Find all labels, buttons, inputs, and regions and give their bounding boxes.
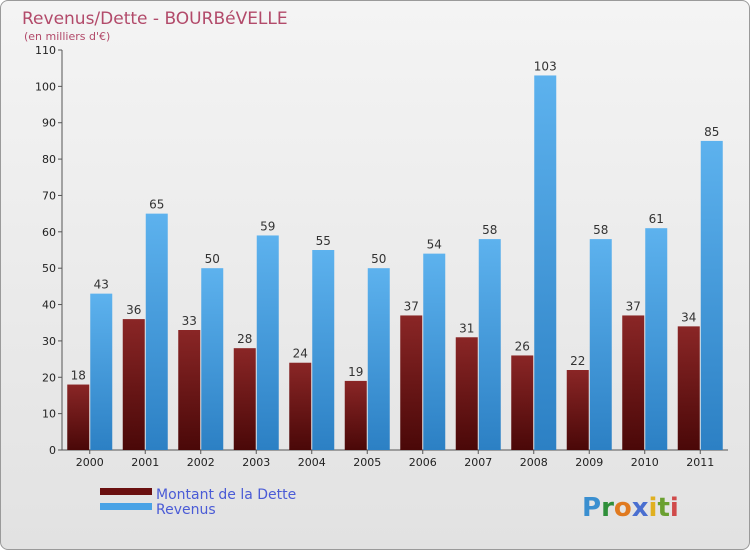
data-label-dette: 36 bbox=[126, 303, 141, 317]
data-label-revenus: 103 bbox=[534, 59, 557, 73]
y-tick-label: 0 bbox=[49, 444, 56, 457]
data-label-dette: 33 bbox=[182, 314, 197, 328]
data-label-dette: 37 bbox=[626, 299, 641, 313]
x-tick-label: 2001 bbox=[131, 456, 159, 469]
y-tick-label: 110 bbox=[35, 44, 56, 57]
chart-title: Revenus/Dette - BOURBéVELLE bbox=[22, 9, 288, 29]
data-label-dette: 18 bbox=[71, 369, 86, 383]
bar-dette bbox=[622, 315, 645, 450]
logo-letter: x bbox=[632, 493, 649, 523]
data-label-revenus: 55 bbox=[316, 234, 331, 248]
bar-revenus bbox=[367, 268, 390, 450]
x-tick-label: 2006 bbox=[409, 456, 437, 469]
data-label-dette: 31 bbox=[459, 321, 474, 335]
logo-letter: t bbox=[657, 493, 669, 523]
bar-revenus bbox=[145, 213, 168, 450]
bar-dette bbox=[344, 380, 367, 450]
data-label-revenus: 59 bbox=[260, 219, 275, 233]
logo-letter: P bbox=[582, 493, 601, 523]
data-label-dette: 19 bbox=[348, 365, 363, 379]
axes: 0 10 20 30 40 50 60 70 80 90 100 110 2000 2001 2002 200… bbox=[35, 44, 728, 469]
proxiti-logo: Proxiti bbox=[582, 493, 679, 523]
bar-dette bbox=[677, 326, 700, 450]
x-tick-label: 2002 bbox=[187, 456, 215, 469]
x-tick-label: 2003 bbox=[242, 456, 270, 469]
bar-dette bbox=[67, 384, 90, 450]
x-tick-label: 2010 bbox=[631, 456, 659, 469]
legend-swatch-dette bbox=[100, 488, 152, 495]
data-label-dette: 26 bbox=[515, 339, 530, 353]
bar-revenus bbox=[478, 239, 501, 450]
y-tick-label: 100 bbox=[35, 80, 56, 93]
y-tick-label: 20 bbox=[42, 371, 56, 384]
x-tick-label: 2005 bbox=[353, 456, 381, 469]
y-tick-label: 90 bbox=[42, 117, 56, 130]
legend-label-dette: Montant de la Dette bbox=[156, 487, 296, 503]
data-label-revenus: 50 bbox=[371, 252, 386, 266]
bar-dette bbox=[400, 315, 423, 450]
y-tick-label: 30 bbox=[42, 335, 56, 348]
bar-dette bbox=[289, 362, 312, 450]
data-label-dette: 22 bbox=[570, 354, 585, 368]
y-tick-label: 40 bbox=[42, 299, 56, 312]
bar-revenus bbox=[534, 75, 557, 451]
bar-revenus bbox=[256, 235, 279, 450]
bar-dette bbox=[511, 355, 534, 450]
bar-dette bbox=[178, 330, 201, 450]
bar-revenus bbox=[201, 268, 224, 450]
data-label-revenus: 54 bbox=[427, 238, 442, 252]
bar-revenus bbox=[312, 250, 335, 450]
legend: Montant de la Dette Revenus bbox=[100, 487, 296, 518]
y-tick-label: 60 bbox=[42, 226, 56, 239]
data-label-revenus: 65 bbox=[149, 198, 164, 212]
logo-letter: i bbox=[670, 493, 679, 523]
bar-dette bbox=[455, 337, 478, 450]
logo-letter: o bbox=[614, 493, 632, 523]
bar-dette bbox=[233, 348, 256, 450]
data-label-dette: 37 bbox=[404, 299, 419, 313]
y-tick-label: 70 bbox=[42, 189, 56, 202]
data-label-revenus: 58 bbox=[482, 223, 497, 237]
data-label-revenus: 58 bbox=[593, 223, 608, 237]
bars bbox=[67, 75, 723, 451]
legend-swatch-revenus bbox=[100, 503, 152, 510]
data-label-revenus: 43 bbox=[94, 278, 109, 292]
x-tick-label: 2008 bbox=[520, 456, 548, 469]
logo-letter: r bbox=[601, 493, 614, 523]
data-label-dette: 28 bbox=[237, 332, 252, 346]
legend-label-revenus: Revenus bbox=[156, 502, 216, 518]
x-tick-label: 2007 bbox=[464, 456, 492, 469]
bar-revenus bbox=[423, 253, 446, 450]
data-labels: 18 43 36 65 33 50 28 59 24 55 19 50 37 54 31 58 26 103 22 5… bbox=[71, 59, 720, 382]
data-label-revenus: 50 bbox=[205, 252, 220, 266]
y-tick-label: 50 bbox=[42, 262, 56, 275]
x-tick-label: 2011 bbox=[686, 456, 714, 469]
chart-subtitle: (en milliers d'€) bbox=[24, 30, 110, 43]
data-label-revenus: 85 bbox=[704, 125, 719, 139]
data-label-revenus: 61 bbox=[649, 212, 664, 226]
x-tick-label: 2004 bbox=[298, 456, 326, 469]
x-tick-label: 2000 bbox=[76, 456, 104, 469]
bar-dette bbox=[122, 319, 145, 450]
bar-revenus bbox=[700, 140, 723, 450]
bar-revenus bbox=[645, 228, 668, 450]
bar-revenus bbox=[90, 293, 113, 450]
y-tick-label: 10 bbox=[42, 408, 56, 421]
logo-letter: i bbox=[649, 493, 658, 523]
bar-dette bbox=[566, 370, 589, 450]
data-label-dette: 24 bbox=[293, 347, 308, 361]
y-tick-label: 80 bbox=[42, 153, 56, 166]
data-label-dette: 34 bbox=[681, 310, 696, 324]
x-tick-label: 2009 bbox=[575, 456, 603, 469]
bar-revenus bbox=[589, 239, 612, 450]
